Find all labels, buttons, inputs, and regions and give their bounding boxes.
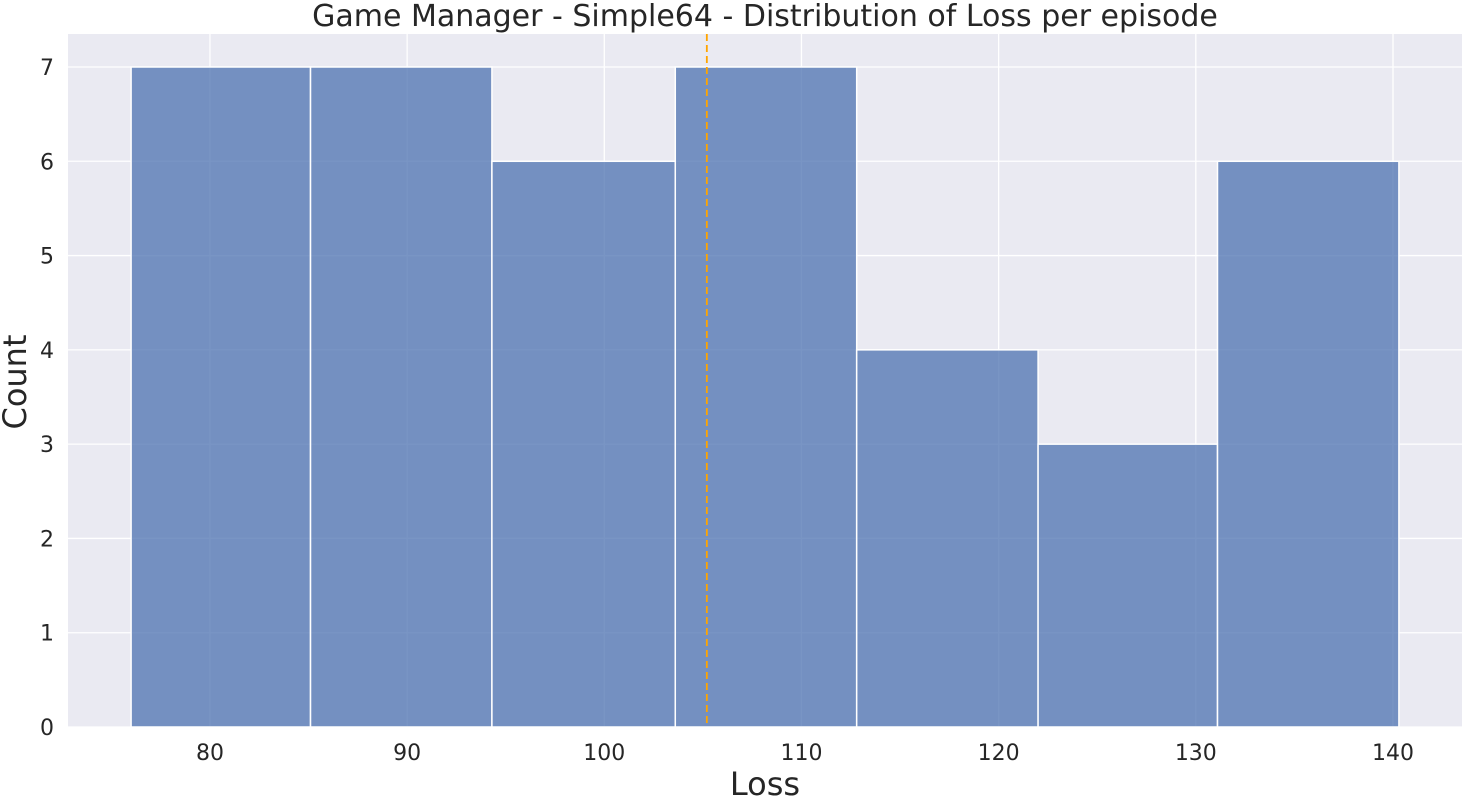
x-tick-label: 140 (1372, 741, 1414, 766)
histogram-bars (130, 66, 1400, 728)
histogram-bar (309, 66, 493, 728)
x-tick-label: 90 (393, 741, 421, 766)
x-tick-label: 110 (780, 741, 822, 766)
histogram-bar (130, 66, 312, 728)
histogram-bar (1216, 160, 1400, 728)
y-axis-ticks: 0 1 2 3 4 5 6 7 (40, 56, 54, 741)
histogram-bar (674, 66, 858, 728)
x-axis-ticks: 80 90 100 110 120 130 140 (196, 741, 1414, 766)
y-tick-label: 5 (40, 245, 54, 270)
y-tick-label: 1 (40, 622, 54, 647)
x-tick-label: 130 (1175, 741, 1217, 766)
x-tick-label: 100 (583, 741, 625, 766)
x-tick-label: 120 (978, 741, 1020, 766)
y-tick-label: 3 (40, 433, 54, 458)
histogram-bar (855, 349, 1039, 728)
histogram-bar (491, 160, 677, 728)
y-tick-label: 0 (40, 716, 54, 741)
histogram-bar (1037, 443, 1219, 728)
y-tick-label: 6 (40, 150, 54, 175)
y-tick-label: 7 (40, 56, 54, 81)
y-axis-label: Count (0, 334, 34, 429)
y-tick-label: 2 (40, 527, 54, 552)
y-tick-label: 4 (40, 339, 54, 364)
x-tick-label: 80 (196, 741, 224, 766)
chart-title: Game Manager - Simple64 - Distribution o… (312, 0, 1218, 34)
x-axis-label: Loss (730, 765, 800, 803)
